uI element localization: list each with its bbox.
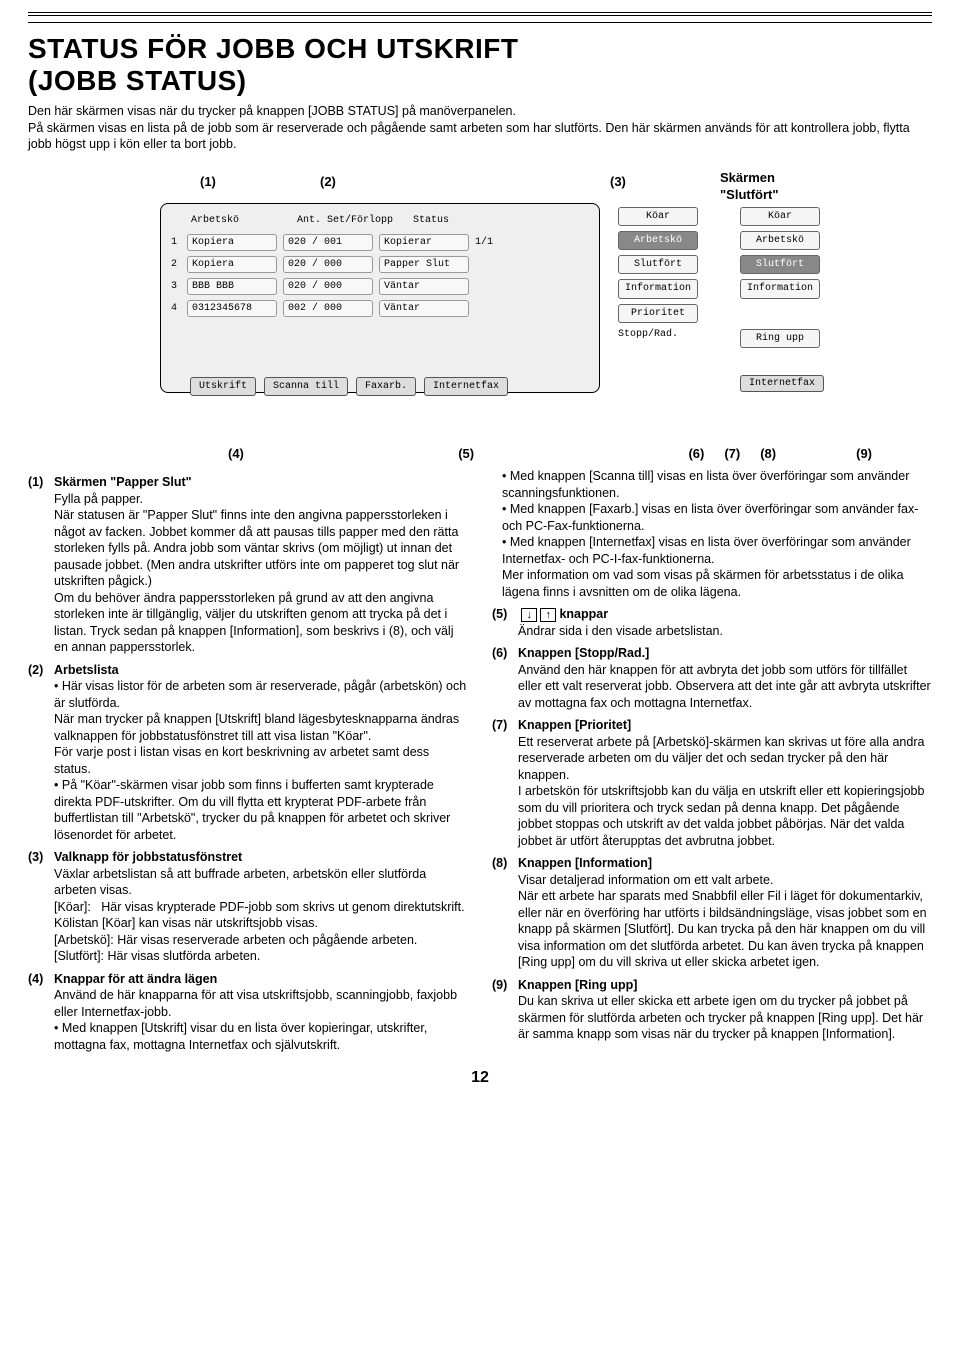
item-7-p2: I arbetskön för utskriftsjobb kan du väl… — [518, 783, 932, 849]
main-columns: (1)Skärmen "Papper Slut" Fylla på papper… — [28, 468, 932, 1053]
item-8-p2: När ett arbete har sparats med Snabbfil … — [518, 888, 932, 971]
scanna-mode-button[interactable]: Scanna till — [264, 377, 348, 396]
right-column: Med knappen [Scanna till] visas en lista… — [492, 468, 932, 1053]
item-3-p2: [Köar]: Här visas krypterade PDF-jobb so… — [54, 899, 468, 932]
slutfort-button-2[interactable]: Slutfört — [740, 255, 820, 274]
item-6-p1: Använd den här knappen för att avbryta d… — [518, 662, 932, 712]
koar-button[interactable]: Köar — [618, 207, 698, 226]
item-8-p1: Visar detaljerad information om ett valt… — [518, 872, 932, 889]
information-button-2[interactable]: Information — [740, 279, 820, 298]
list-item: På "Köar"-skärmen visar jobb som finns i… — [54, 777, 468, 843]
item-9-head: (9)Knappen [Ring upp] — [492, 977, 932, 994]
mid-callout-row: (4) (5) (6) (7) (8) (9) — [28, 445, 932, 462]
list-item: Med knappen [Utskrift] visar du en lista… — [54, 1020, 468, 1053]
top-rule-thin — [28, 22, 932, 23]
item-4-bullets: Med knappen [Utskrift] visar du en lista… — [54, 1020, 468, 1053]
item-7-p1: Ett reserverat arbete på [Arbetskö]-skär… — [518, 734, 932, 784]
callout-5: (5) — [458, 445, 474, 462]
arbetsko-button[interactable]: Arbetskö — [618, 231, 698, 250]
utskrift-mode-button[interactable]: Utskrift — [190, 377, 256, 396]
item-3-p4: [Slutfört]: Här visas slutförda arbeten. — [54, 948, 468, 965]
list-item: Med knappen [Scanna till] visas en lista… — [502, 468, 932, 501]
table-row[interactable]: 4 0312345678 002 / 000 Väntar — [171, 298, 589, 320]
screen-diagram: (1) (2) (3) Skärmen "Slutfört" Arbetskö … — [120, 167, 840, 427]
faxarb-mode-button[interactable]: Faxarb. — [356, 377, 416, 396]
item-9-p1: Du kan skriva ut eller skicka ett arbete… — [518, 993, 932, 1043]
left-column: (1)Skärmen "Papper Slut" Fylla på papper… — [28, 468, 468, 1053]
side-buttons-main: Köar Arbetskö Slutfört Information Prior… — [618, 207, 698, 341]
callout-9: (9) — [856, 445, 872, 462]
item-1-p1: Fylla på papper. — [54, 491, 468, 508]
item-1-p2: När statusen är "Papper Slut" finns inte… — [54, 507, 468, 590]
item-2-head: (2)Arbetslista — [28, 662, 468, 679]
title-line-2: (JOBB STATUS) — [28, 65, 247, 96]
callout-4: (4) — [228, 445, 244, 462]
callout-2: (2) — [320, 173, 336, 190]
top-rule-thick — [28, 12, 932, 16]
table-row[interactable]: 1 Kopiera 020 / 001 Kopierar 1/1 — [171, 232, 589, 254]
ring-upp-button[interactable]: Ring upp — [740, 329, 820, 348]
item-1-p3: Om du behöver ändra pappersstorleken på … — [54, 590, 468, 656]
page-number: 12 — [28, 1067, 932, 1088]
list-item: Med knappen [Faxarb.] visas en lista öve… — [502, 501, 932, 534]
mode-buttons-right: Internetfax — [740, 377, 824, 390]
item-5-head: (5) ↓ ↑ knappar — [492, 606, 932, 623]
page-title: STATUS FÖR JOBB OCH UTSKRIFT (JOBB STATU… — [28, 33, 932, 97]
item-3-p1: Växlar arbetslistan så att buffrade arbe… — [54, 866, 468, 899]
callout-3-label: Skärmen "Slutfört" — [720, 169, 779, 203]
arbetsko-button-2[interactable]: Arbetskö — [740, 231, 820, 250]
item-5-p1: Ändrar sida i den visade arbetslistan. — [518, 623, 932, 640]
title-line-1: STATUS FÖR JOBB OCH UTSKRIFT — [28, 33, 519, 64]
item-7-head: (7)Knappen [Prioritet] — [492, 717, 932, 734]
table-row[interactable]: 3 BBB BBB 020 / 000 Väntar — [171, 276, 589, 298]
arrow-up-icon: ↑ — [540, 608, 556, 622]
side-buttons-slutfort: Köar Arbetskö Slutfört Information Ring … — [740, 207, 820, 348]
internetfax-mode-button[interactable]: Internetfax — [424, 377, 508, 396]
list-item: Här visas listor för de arbeten som är r… — [54, 678, 468, 777]
list-item: Med knappen [Internetfax] visas en lista… — [502, 534, 932, 567]
item-4-p1: Använd de här knapparna för att visa uts… — [54, 987, 468, 1020]
item-6-head: (6)Knappen [Stopp/Rad.] — [492, 645, 932, 662]
callout-3: (3) — [610, 173, 626, 190]
item-4-head: (4)Knappar för att ändra lägen — [28, 971, 468, 988]
right-top-bullets: Med knappen [Scanna till] visas en lista… — [502, 468, 932, 567]
item-2-bullets: Här visas listor för de arbeten som är r… — [54, 678, 468, 843]
arrow-down-icon: ↓ — [521, 608, 537, 622]
item-1-head: (1)Skärmen "Papper Slut" — [28, 474, 468, 491]
job-status-panel: Arbetskö Ant. Set/Förlopp Status 1 Kopie… — [160, 203, 600, 393]
right-top-tail: Mer information om vad som visas på skär… — [502, 567, 932, 600]
internetfax-mode-button-2[interactable]: Internetfax — [740, 375, 824, 392]
stopp-rad-button[interactable]: Stopp/Rad. — [618, 328, 698, 341]
mode-buttons: Utskrift Scanna till Faxarb. Internetfax — [190, 377, 508, 396]
intro-paragraph: Den här skärmen visas när du trycker på … — [28, 103, 932, 153]
information-button[interactable]: Information — [618, 279, 698, 298]
callout-7: (7) — [724, 445, 740, 462]
prioritet-button[interactable]: Prioritet — [618, 304, 698, 323]
slutfort-button[interactable]: Slutfört — [618, 255, 698, 274]
item-3-p3: [Arbetskö]: Här visas reserverade arbete… — [54, 932, 468, 949]
callout-1: (1) — [200, 173, 216, 190]
callout-6: (6) — [688, 445, 704, 462]
panel-header-row: Arbetskö Ant. Set/Förlopp Status — [171, 210, 589, 232]
item-3-head: (3)Valknapp för jobbstatusfönstret — [28, 849, 468, 866]
koar-button-2[interactable]: Köar — [740, 207, 820, 226]
table-row[interactable]: 2 Kopiera 020 / 000 Papper Slut — [171, 254, 589, 276]
item-8-head: (8)Knappen [Information] — [492, 855, 932, 872]
callout-8: (8) — [760, 445, 776, 462]
